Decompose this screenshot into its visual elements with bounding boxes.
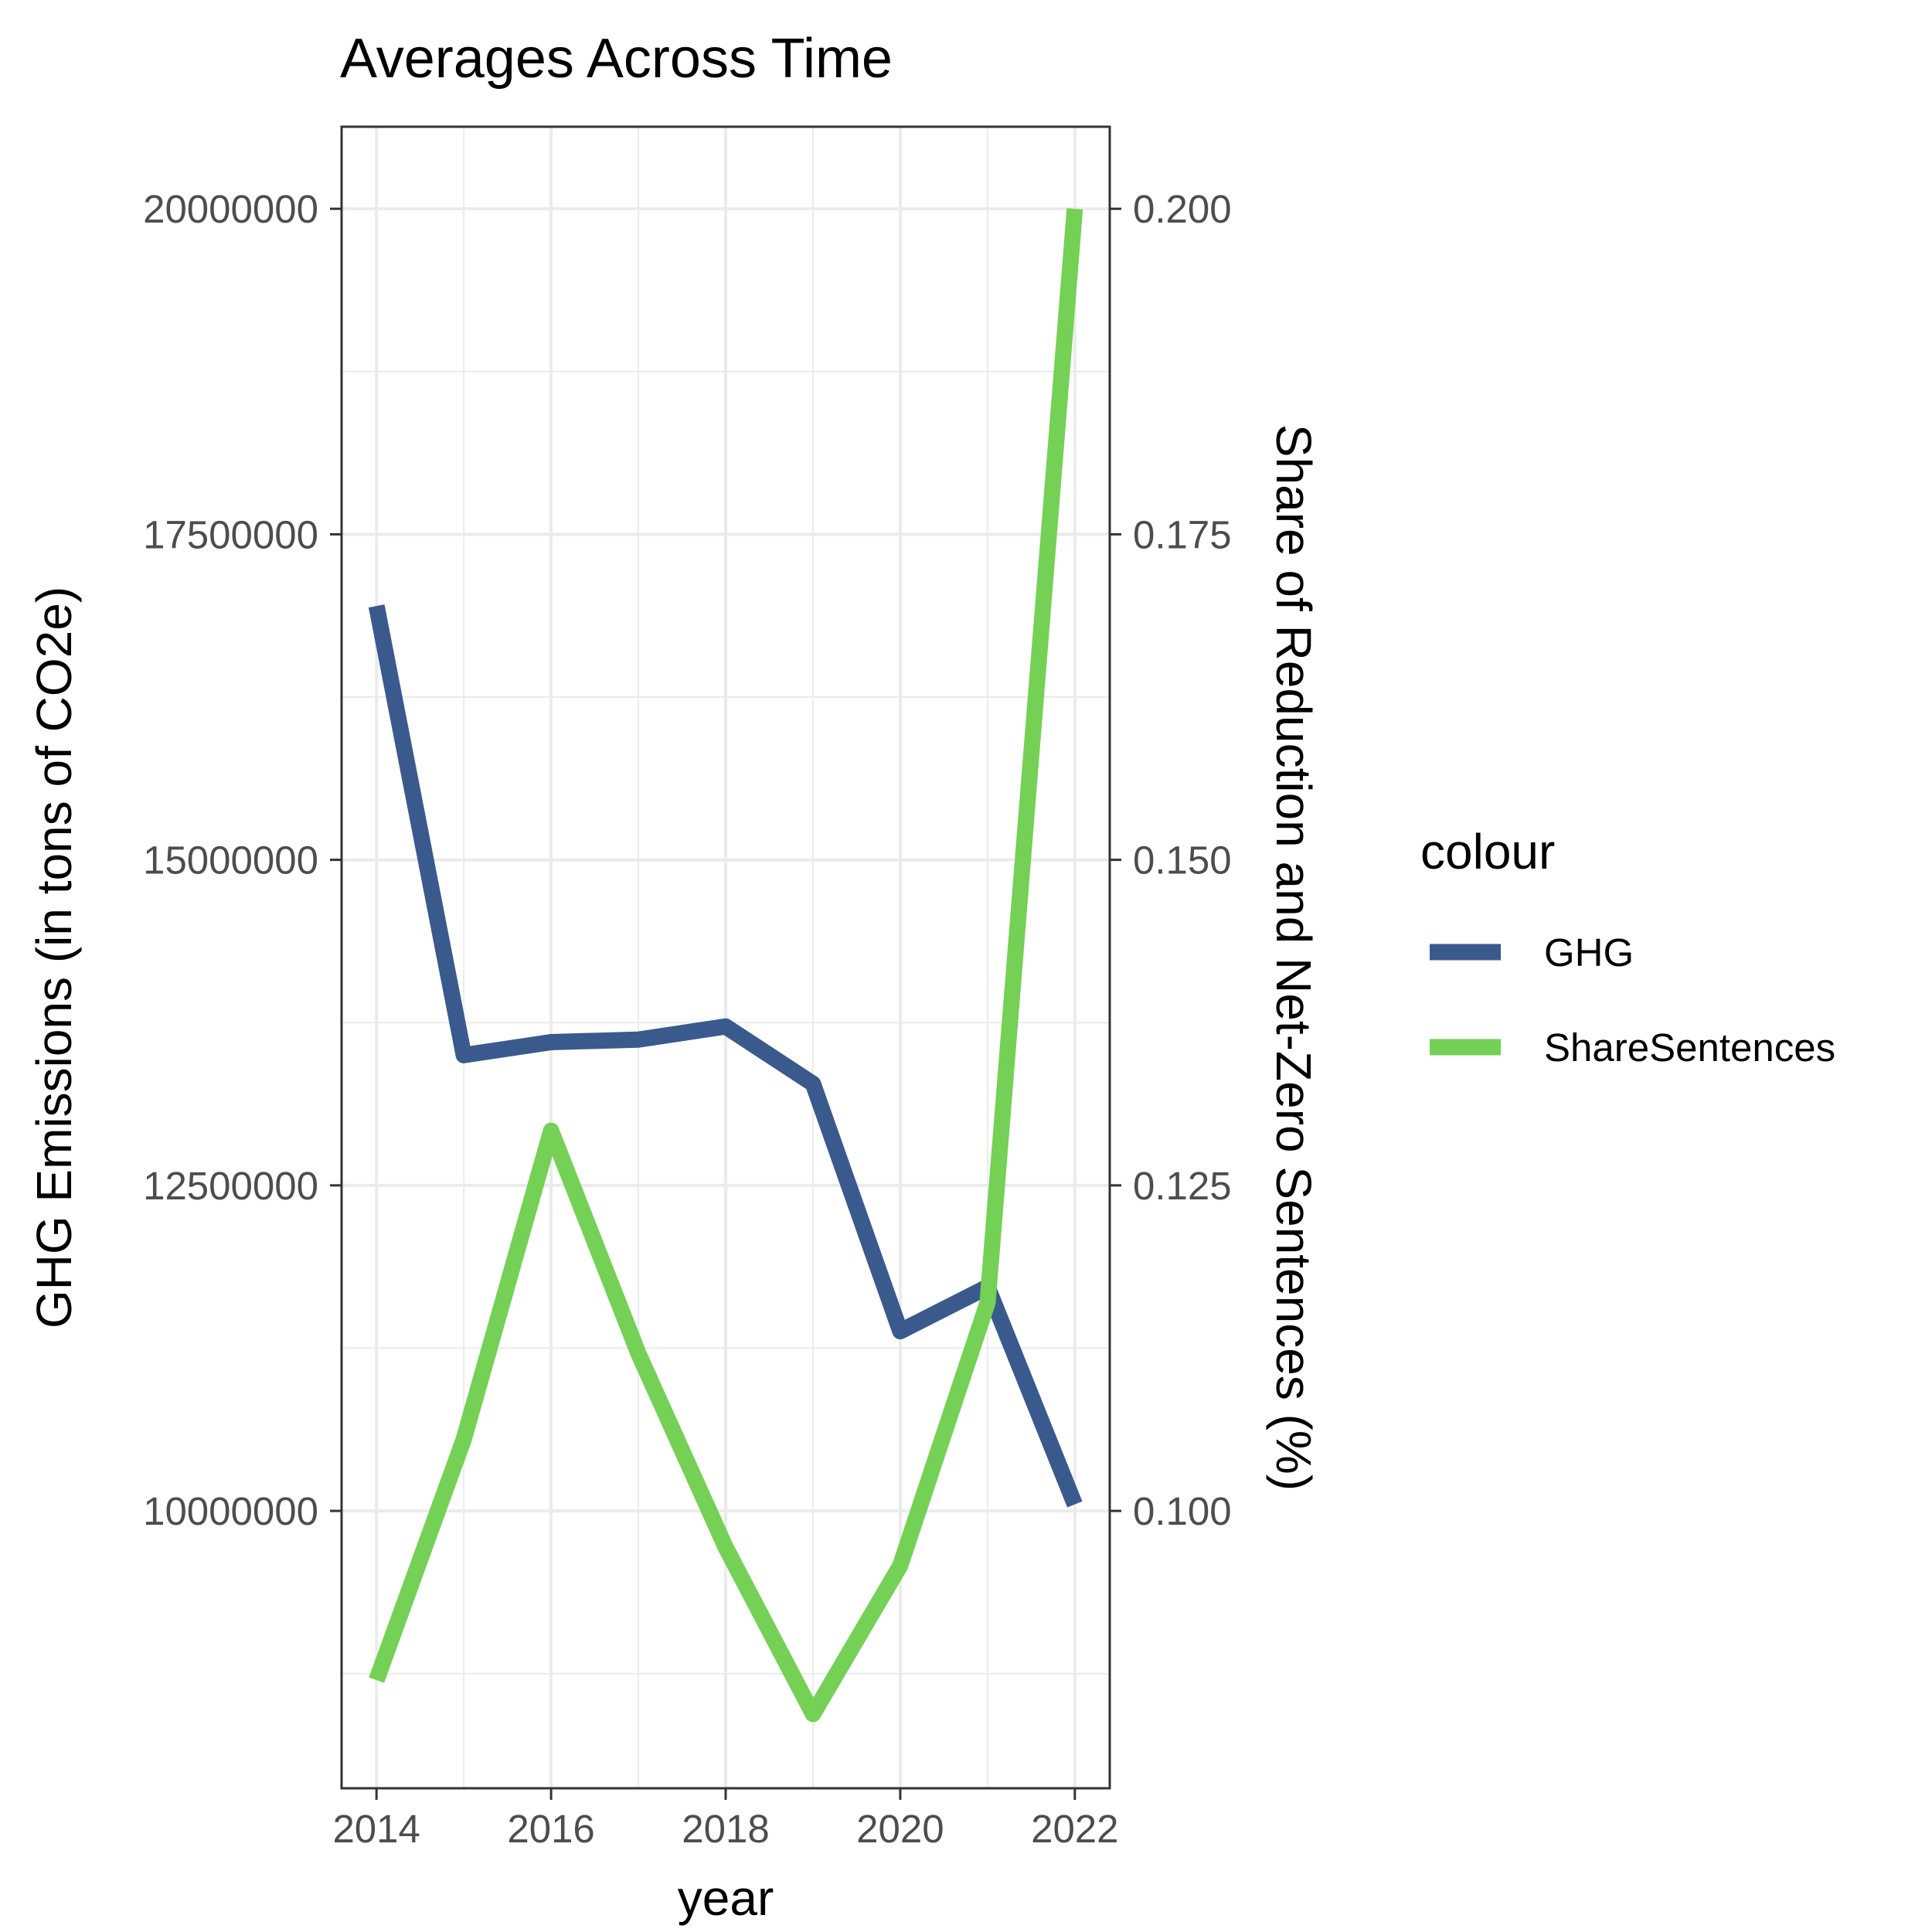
- x-tick-label: 2018: [682, 1807, 769, 1851]
- right-tick-label: 0.175: [1133, 512, 1232, 556]
- series-line-sharesentences: [369, 208, 1083, 1723]
- right-tick-label: 0.100: [1133, 1489, 1232, 1533]
- x-tick-label: 2020: [856, 1807, 944, 1851]
- left-axis: 10000000 12500000 15000000 17500000 20000000: [143, 187, 342, 1533]
- major-grid: [342, 127, 1110, 1788]
- right-tick-label: 0.200: [1133, 187, 1232, 231]
- right-tick-label: 0.150: [1133, 838, 1232, 883]
- left-tick-label: 12500000: [143, 1164, 318, 1208]
- right-tick-label: 0.125: [1133, 1164, 1232, 1208]
- x-axis-title: year: [678, 1870, 774, 1926]
- x-tick-label: 2016: [507, 1807, 594, 1851]
- left-tick-label: 10000000: [143, 1489, 318, 1533]
- legend: colour GHG ShareSentences: [1420, 824, 1835, 1070]
- chart-title: Averages Across Time: [340, 28, 893, 90]
- left-tick-label: 15000000: [143, 838, 318, 883]
- legend-label-ghg: GHG: [1544, 930, 1634, 975]
- x-axis: 2014 2016 2018 2020 2022: [332, 1788, 1119, 1851]
- left-tick-label: 17500000: [143, 512, 318, 556]
- left-axis-title: GHG Emissions (in tons of CO2e): [26, 587, 82, 1328]
- series-line-ghg: [368, 604, 1083, 1508]
- legend-label-sharesentences: ShareSentences: [1544, 1026, 1835, 1070]
- right-axis-title: Share of Reduction and Net-Zero Sentence…: [1266, 424, 1321, 1491]
- legend-title: colour: [1420, 824, 1555, 879]
- right-axis: 0.100 0.125 0.150 0.175 0.200: [1110, 187, 1232, 1533]
- series-lines: [368, 208, 1083, 1723]
- left-tick-label: 20000000: [143, 187, 318, 231]
- x-tick-label: 2014: [332, 1807, 420, 1851]
- x-tick-label: 2022: [1031, 1807, 1118, 1851]
